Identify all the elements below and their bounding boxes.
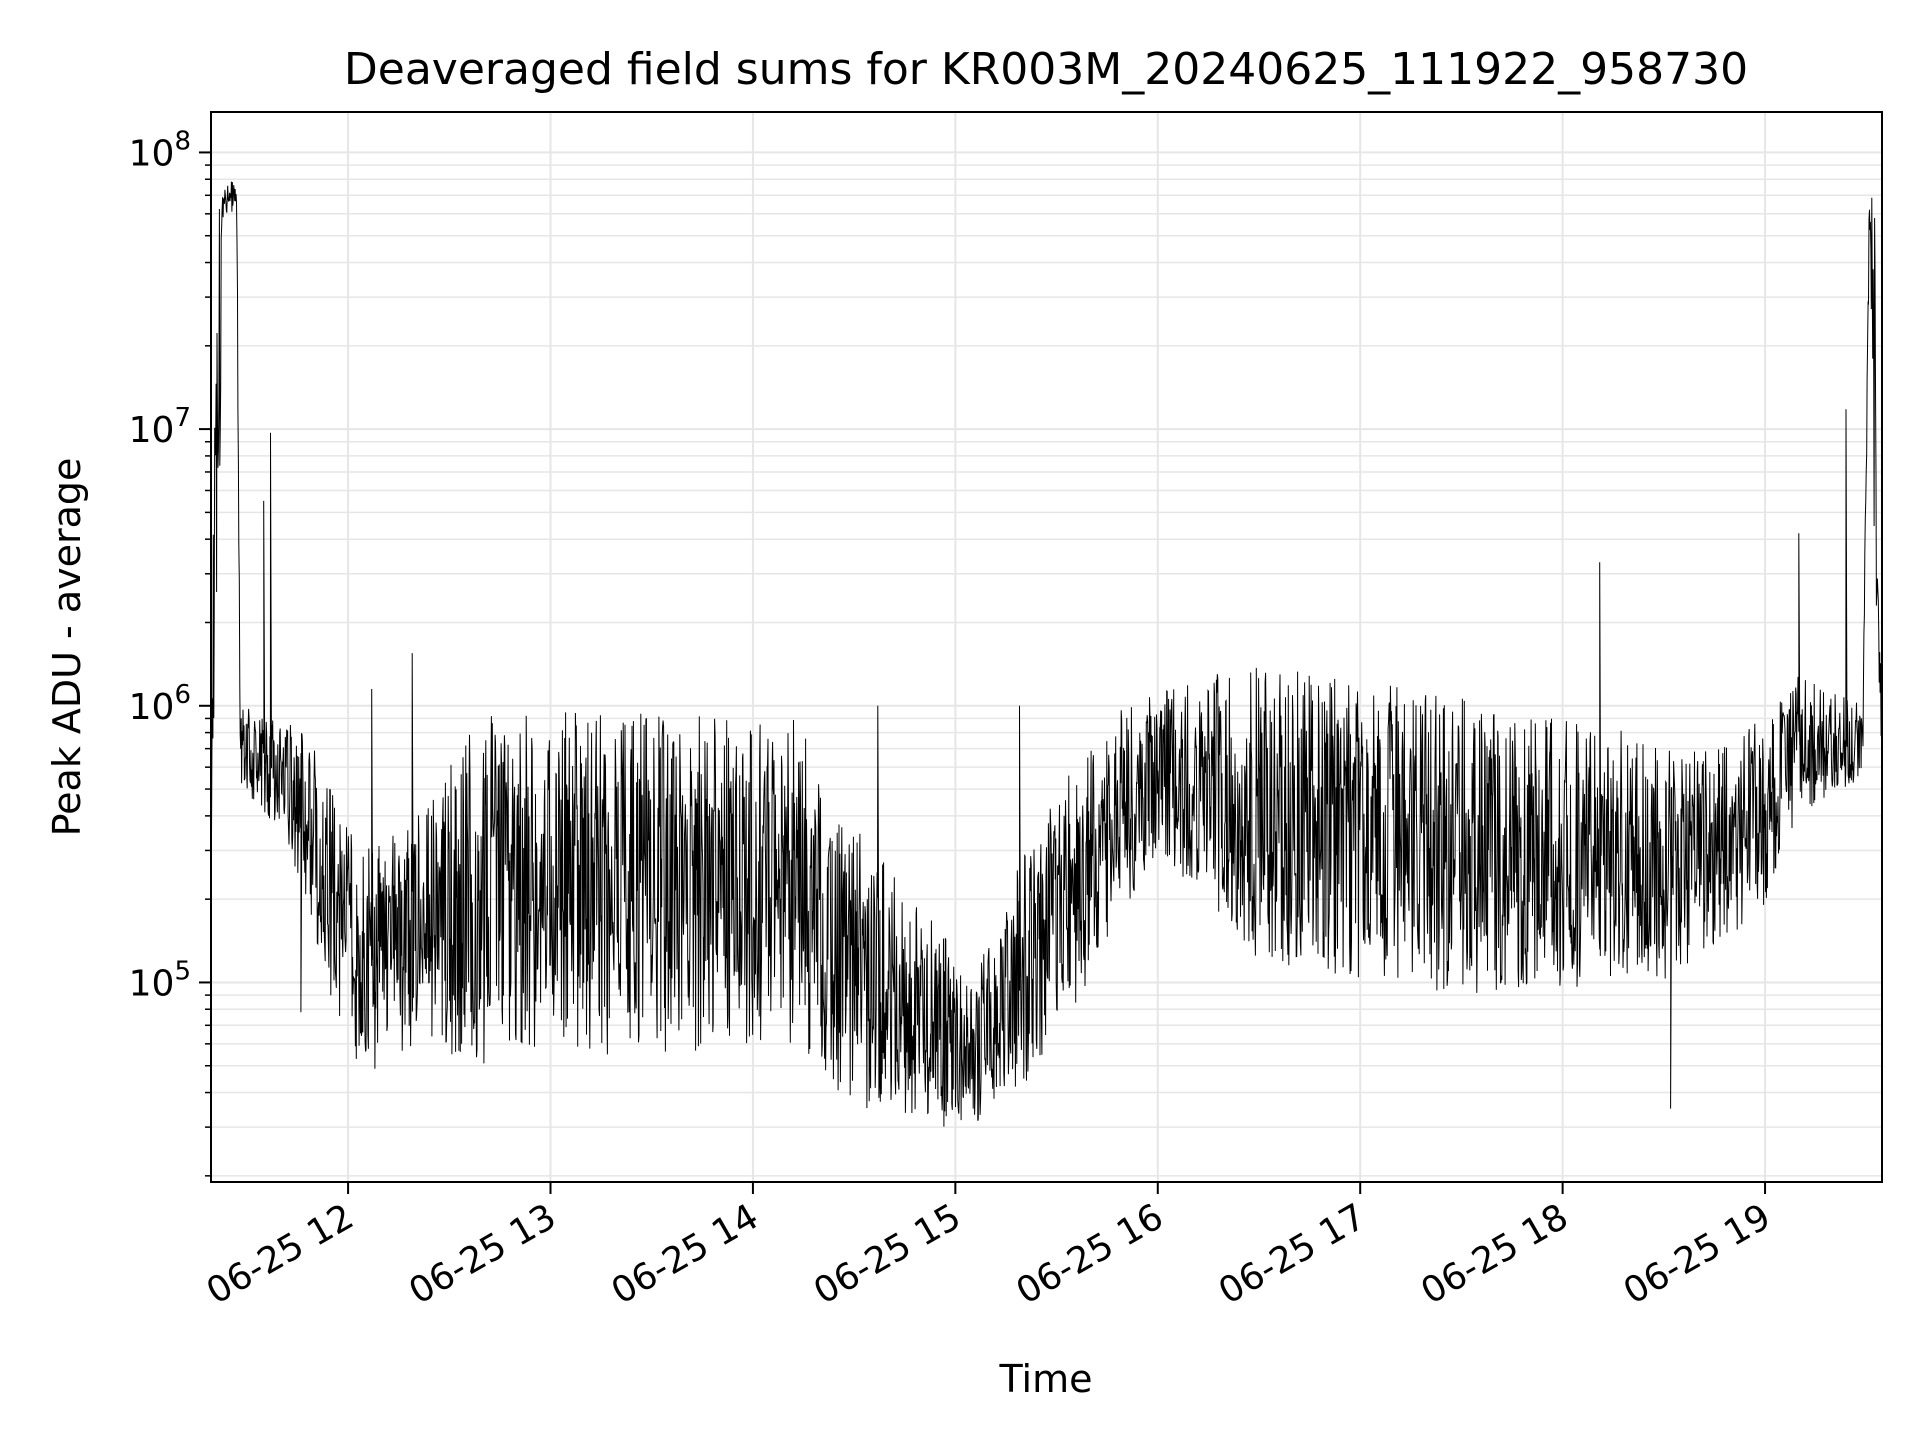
y-tick-label: 107 xyxy=(129,403,191,451)
y-tick-label: 105 xyxy=(129,956,191,1004)
series-line xyxy=(210,181,1883,1127)
x-tick-label: 06-25 17 xyxy=(1212,1196,1373,1312)
x-tick-label: 06-25 18 xyxy=(1414,1196,1575,1312)
x-tick-label: 06-25 14 xyxy=(605,1196,766,1312)
x-tick-label: 06-25 13 xyxy=(402,1196,563,1312)
chart-title: Deaveraged field sums for KR003M_2024062… xyxy=(344,44,1748,95)
x-tick-label: 06-25 12 xyxy=(200,1196,361,1312)
x-axis: 06-25 12 06-25 13 06-25 14 06-25 15 06-25 16… xyxy=(200,1182,1778,1313)
x-axis-label: Time xyxy=(999,1357,1093,1401)
y-axis-label: Peak ADU - average xyxy=(45,458,89,837)
axes-frame xyxy=(210,111,1883,1183)
y-tick-label: 106 xyxy=(129,680,191,728)
plot-area xyxy=(210,181,1883,1127)
x-tick-label: 06-25 15 xyxy=(807,1196,968,1312)
y-axis: 105 106 107 108 xyxy=(129,126,211,1177)
x-tick-label: 06-25 16 xyxy=(1010,1196,1171,1312)
x-tick-label: 06-25 19 xyxy=(1617,1196,1778,1312)
y-tick-label: 108 xyxy=(129,126,191,174)
